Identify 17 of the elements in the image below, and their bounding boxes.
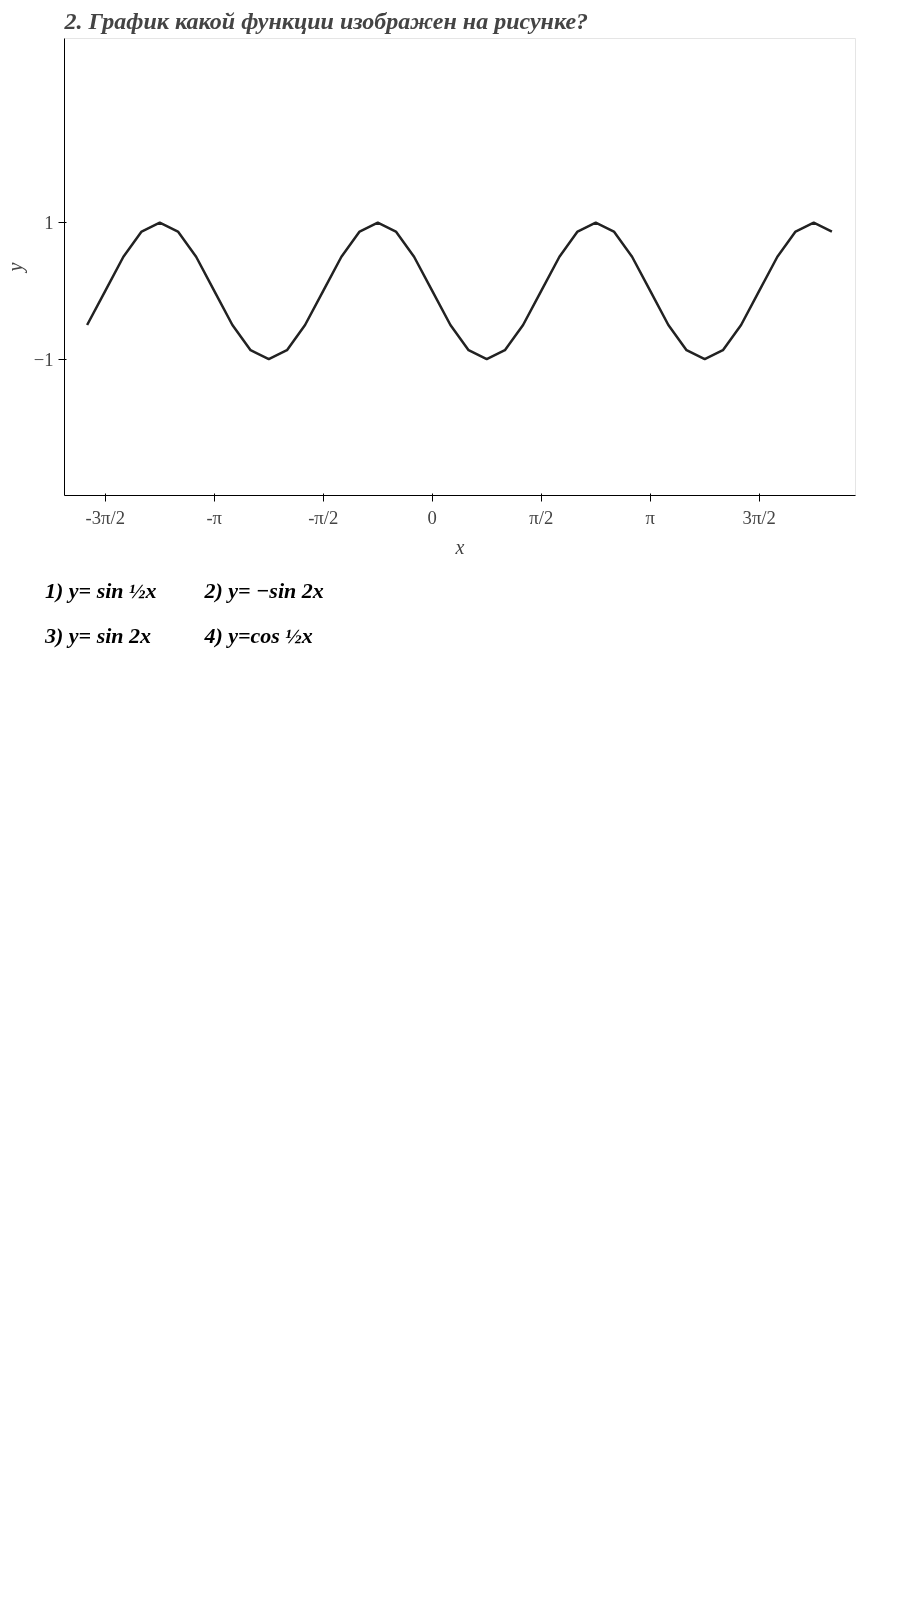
text: 2) y= −sin 2x [204, 577, 324, 605]
x-tick-label: 0 [427, 506, 437, 528]
x-tick-label: π [645, 506, 656, 528]
text: 4) y=cos ½x [204, 622, 314, 651]
y-axis-title: y [3, 262, 27, 274]
x-tick-label: -π/2 [308, 506, 339, 528]
x-tick-label: -π [206, 506, 223, 528]
x-tick-label: 3π/2 [742, 506, 776, 528]
x-axis-title: x [454, 535, 465, 558]
x-tick-label: π/2 [529, 506, 554, 528]
y-tick-label: −1 [33, 348, 54, 370]
x-tick-label: -3π/2 [85, 506, 126, 528]
y-tick-label: 1 [44, 212, 54, 234]
chart-title: 2. График какой функции изображен на рисунке? [63, 7, 589, 34]
text: 1) y= sin ½x [45, 577, 158, 605]
text: 3) y= sin 2x [45, 622, 153, 651]
line-series [85, 221, 834, 361]
